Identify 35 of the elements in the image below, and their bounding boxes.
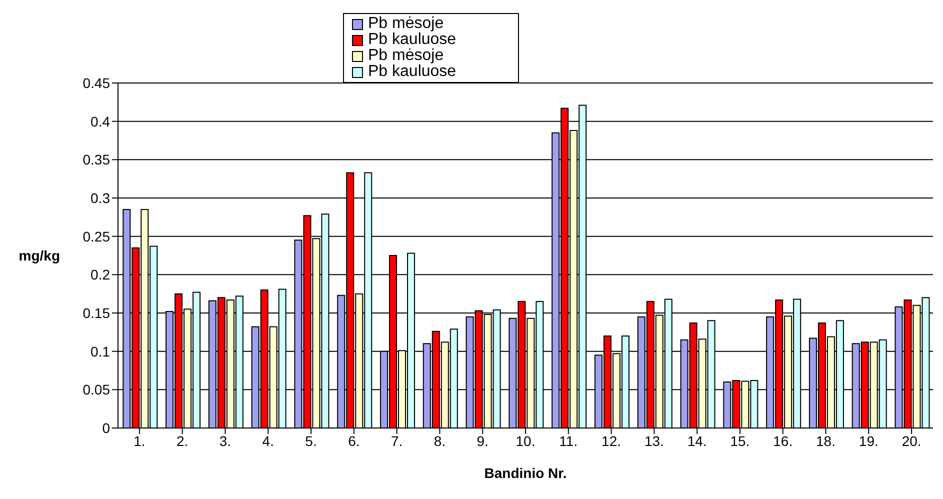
legend-label: Pb kauluose (368, 63, 456, 80)
x-axis-title: Bandinio Nr. (484, 464, 567, 481)
legend-label: Pb kauluose (368, 31, 456, 48)
y-tick-label: 0.1 (90, 343, 110, 360)
y-tick-label: 0.2 (90, 266, 110, 283)
x-tick-label: 11. (559, 432, 578, 449)
x-tick-label: 16. (773, 432, 793, 449)
x-tick-label: 19. (858, 432, 878, 449)
x-tick-label: 2. (176, 432, 188, 449)
y-tick-label: 0.3 (90, 190, 110, 206)
x-tick-label: 18. (816, 432, 836, 449)
x-tick-label: 8. (434, 432, 446, 449)
x-tick-label: 20. (902, 432, 922, 449)
y-tick-label: 0.4 (90, 113, 110, 130)
legend-label: Pb mėsoje (368, 47, 444, 64)
x-tick-label: 4. (262, 432, 274, 449)
x-tick-label: 3. (219, 432, 232, 449)
x-tick-label: 9. (476, 432, 488, 449)
y-tick-label: 0.05 (82, 382, 110, 398)
x-tick-label: 10. (516, 432, 536, 449)
y-tick-label: 0.25 (82, 228, 110, 244)
y-tick-label: 0 (102, 420, 110, 436)
x-tick-label: 5. (305, 432, 317, 449)
x-tick-label: 13. (644, 432, 664, 449)
x-tick-label: 14. (687, 432, 707, 449)
x-tick-label: 6. (348, 432, 360, 449)
y-tick-label: 0.15 (82, 304, 110, 321)
y-tick-label: 0.35 (82, 152, 110, 168)
x-tick-label: 12. (602, 432, 622, 449)
x-tick-label: 7. (390, 432, 403, 449)
y-axis-title: mg/kg (18, 247, 60, 264)
y-tick-label: 0.45 (82, 74, 110, 91)
legend-label: Pb mėsoje (368, 15, 444, 32)
x-tick-label: 15. (730, 432, 750, 449)
x-tick-label: 1. (134, 432, 146, 449)
